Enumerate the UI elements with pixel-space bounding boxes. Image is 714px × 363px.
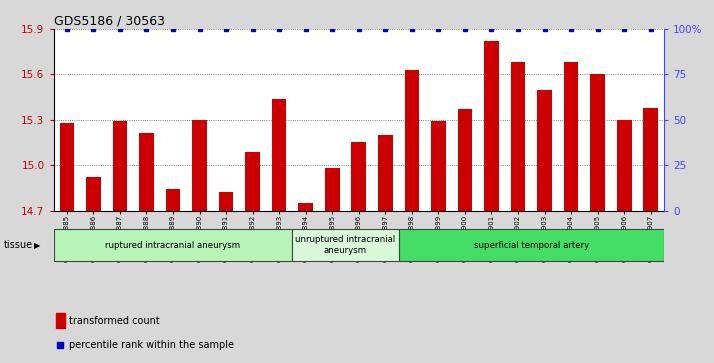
Bar [86,177,101,211]
Bar [564,62,578,211]
Bar [431,121,446,211]
Bar [59,123,74,211]
Text: percentile rank within the sample: percentile rank within the sample [69,339,233,350]
FancyBboxPatch shape [54,229,293,261]
Bar [166,189,181,211]
Bar [590,74,605,211]
Bar [272,99,286,211]
Bar [351,143,366,211]
Text: transformed count: transformed count [69,316,159,326]
Text: ruptured intracranial aneurysm: ruptured intracranial aneurysm [106,241,241,249]
Bar [192,120,207,211]
Bar [458,109,472,211]
Text: GDS5186 / 30563: GDS5186 / 30563 [54,15,164,28]
Bar [643,108,658,211]
Text: superficial temporal artery: superficial temporal artery [473,241,589,249]
Bar [139,134,154,211]
Bar [484,41,499,211]
Text: ▶: ▶ [34,241,41,249]
Bar [298,203,313,211]
Text: tissue: tissue [4,240,33,250]
Bar [218,192,233,211]
FancyBboxPatch shape [293,229,398,261]
Bar [325,168,340,211]
Bar [617,120,631,211]
Bar [511,62,526,211]
Bar [378,135,393,211]
Bar [246,152,260,211]
Bar [56,313,65,328]
Bar [113,121,127,211]
Bar [537,90,552,211]
FancyBboxPatch shape [398,229,664,261]
Bar [405,70,419,211]
Text: unruptured intracranial
aneurysm: unruptured intracranial aneurysm [296,235,396,255]
